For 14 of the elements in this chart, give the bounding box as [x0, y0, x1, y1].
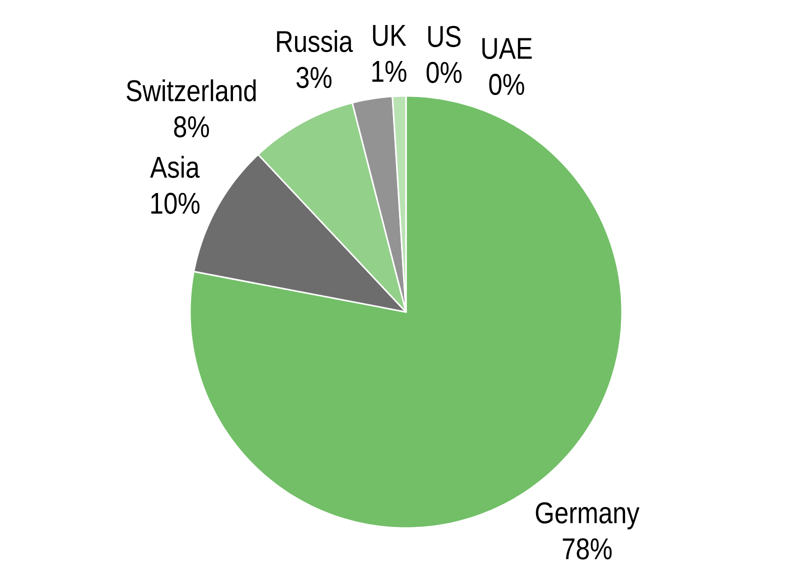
data-label: 10%	[151, 192, 200, 214]
data-label: 3%	[296, 66, 332, 88]
slice-label: Germany	[536, 502, 640, 530]
data-label: 1%	[372, 60, 406, 82]
category-label: UAE	[482, 38, 532, 60]
text: 0%	[426, 62, 462, 84]
data-label: 8%	[174, 116, 209, 138]
data-label: 78%	[562, 538, 612, 560]
category-label: US	[428, 26, 461, 48]
slice-label: Switzerland	[126, 79, 256, 102]
slice-label: Asia	[150, 156, 200, 178]
slice-label: Russia	[277, 30, 353, 52]
text: 0%	[489, 74, 524, 96]
slice-label: UK	[373, 25, 406, 46]
